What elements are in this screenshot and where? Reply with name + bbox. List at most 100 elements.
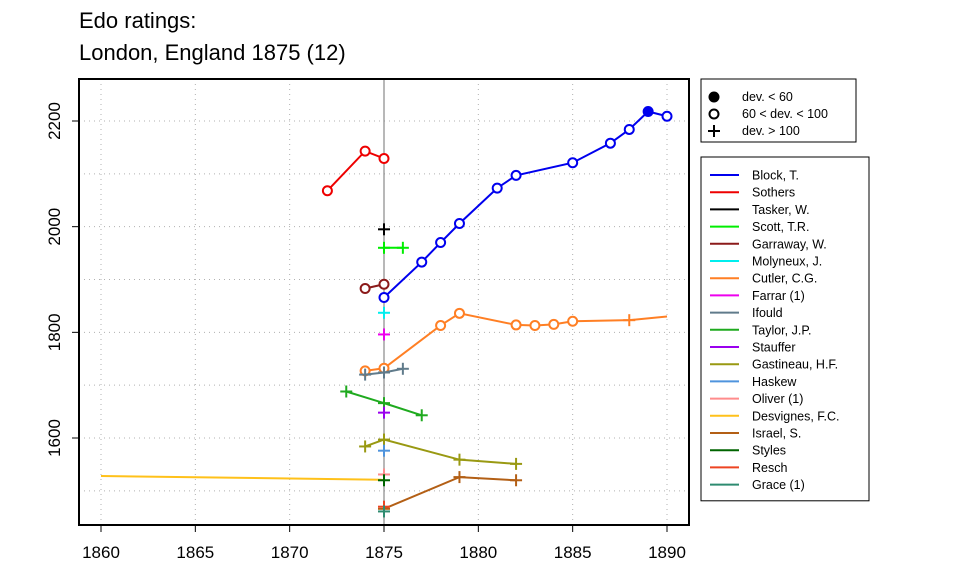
series-tasker-w [378, 223, 390, 236]
x-tick-label: 1875 [365, 543, 403, 562]
data-point-plus [378, 328, 390, 341]
series-molyneux-j [378, 306, 390, 319]
series-line [383, 110, 668, 299]
legend-label: Scott, T.R. [752, 220, 809, 234]
data-point-open [435, 319, 447, 331]
data-point-plus [623, 314, 636, 327]
legend-label: Oliver (1) [752, 392, 803, 406]
x-tick-label: 1860 [82, 543, 120, 562]
legend-label: Farrar (1) [752, 289, 805, 303]
data-point-plus [510, 474, 523, 487]
marker-legend: dev. < 60 60 < dev. < 100 dev. > 100 [700, 78, 857, 143]
x-tick-label: 1880 [459, 543, 497, 562]
data-point-plus [378, 444, 390, 457]
data-point-open [567, 315, 579, 327]
x-axis: 1860 1865 1870 1875 1880 1885 1890 [82, 525, 686, 562]
legend-label: Stauffer [752, 341, 796, 355]
legend-label: Garraway, W. [752, 237, 827, 251]
series-farrar-1 [378, 328, 390, 341]
series-line [364, 312, 668, 372]
data-point-open [435, 237, 447, 249]
legend-label: Desvignes, F.C. [752, 409, 840, 423]
data-point-open [708, 108, 720, 120]
data-point-plus [396, 362, 409, 375]
legend-label: Ifould [752, 306, 783, 320]
data-point-open [567, 157, 579, 169]
legend-label: Israel, S. [752, 427, 801, 441]
data-point-plus [340, 385, 353, 398]
data-point-open [661, 110, 673, 122]
data-point-plus [359, 440, 372, 453]
series-layer [100, 105, 673, 518]
data-point-open [529, 319, 541, 331]
series-gastineau-h-f [359, 433, 523, 470]
y-tick-label: 1600 [45, 419, 64, 457]
data-point-open [359, 282, 371, 294]
x-tick-label: 1870 [271, 543, 309, 562]
data-point-plus [453, 471, 466, 484]
data-point-filled [708, 91, 720, 103]
series-grace-1 [378, 505, 390, 518]
data-point-plus [378, 223, 390, 236]
marker-legend-label: dev. < 60 [742, 90, 793, 104]
legend-label: Haskew [752, 375, 797, 389]
data-point-open [623, 123, 635, 135]
marker-legend-label: 60 < dev. < 100 [742, 107, 828, 121]
data-point-plus [378, 366, 390, 379]
y-axis: 1600 1800 2000 2200 [45, 102, 79, 457]
data-point-plus [378, 241, 390, 254]
series-line [383, 476, 517, 510]
data-point-open [378, 291, 390, 303]
series-stauffer [378, 406, 390, 419]
y-tick-label: 1800 [45, 313, 64, 351]
data-point-plus [453, 453, 466, 466]
legend-label: Resch [752, 461, 787, 475]
data-point-open [604, 137, 616, 149]
legend-label: Cutler, C.G. [752, 272, 817, 286]
series-legend: Block, T. Sothers Tasker, W. Scott, T.R. Gar… [700, 156, 870, 502]
data-point-open [510, 319, 522, 331]
legend-label: Block, T. [752, 169, 799, 183]
series-desvignes-f-c [100, 475, 385, 481]
data-point-open [510, 169, 522, 181]
chart-title: Edo ratings: [79, 8, 197, 33]
marker-legend-box [700, 78, 857, 143]
data-point-plus [396, 241, 409, 254]
series-haskew [378, 444, 390, 457]
chart-subtitle: London, England 1875 (12) [79, 40, 346, 65]
series-line [326, 149, 385, 192]
data-point-open [453, 217, 465, 229]
data-point-open [491, 182, 503, 194]
series-israel-s [378, 471, 523, 515]
data-point-open [378, 278, 390, 290]
data-point-plus [378, 433, 390, 446]
series-line [100, 475, 385, 481]
data-point-plus [510, 457, 523, 470]
series-sothers [321, 145, 390, 197]
data-point-plus [359, 368, 372, 381]
legend-label: Styles [752, 444, 786, 458]
series-taylor-j-p [340, 385, 428, 422]
marker-legend-label: dev. > 100 [742, 124, 800, 138]
series-ifould [359, 362, 409, 381]
data-point-plus [708, 125, 720, 137]
data-point-filled [642, 105, 654, 117]
legend-label: Gastineau, H.F. [752, 358, 838, 372]
series-scott-t-r [378, 241, 409, 254]
y-tick-label: 2000 [45, 208, 64, 246]
data-point-open [548, 318, 560, 330]
legend-label: Taylor, J.P. [752, 323, 812, 337]
series-garraway-w [359, 278, 390, 294]
data-point-plus [378, 406, 390, 419]
data-point-open [359, 145, 371, 157]
legend-label: Grace (1) [752, 478, 805, 492]
series-cutler-c-g [359, 307, 668, 377]
x-tick-label: 1890 [648, 543, 686, 562]
data-point-open [378, 153, 390, 165]
x-tick-label: 1865 [176, 543, 214, 562]
data-point-open [416, 256, 428, 268]
legend-label: Tasker, W. [752, 203, 810, 217]
legend-label: Molyneux, J. [752, 255, 822, 269]
series-styles [378, 474, 390, 487]
